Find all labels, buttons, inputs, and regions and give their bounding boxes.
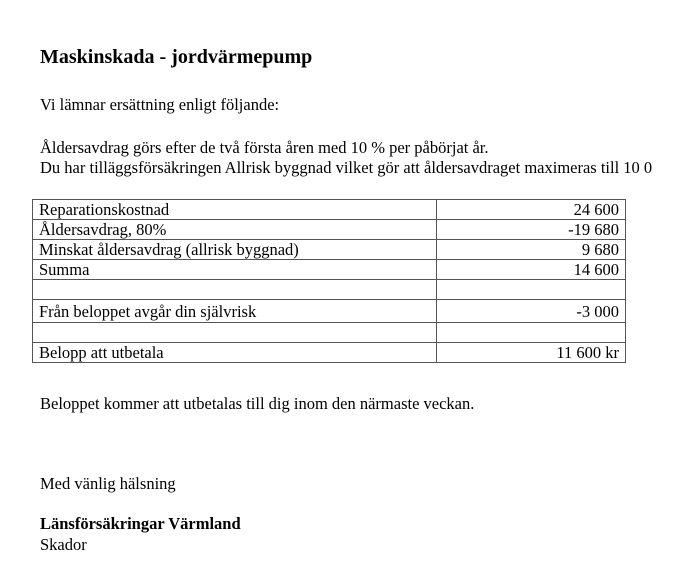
table-row-empty — [32, 279, 626, 300]
table-row-total: Belopp att utbetala 11 600 kr — [32, 342, 626, 363]
row-label — [32, 279, 437, 300]
row-value: 11 600 kr — [436, 342, 626, 363]
row-value: 9 680 — [436, 239, 626, 260]
row-label: Reparationskostnad — [32, 199, 437, 220]
row-label: Minskat åldersavdrag (allrisk byggnad) — [32, 239, 437, 260]
intro-text: Vi lämnar ersättning enligt följande: — [40, 95, 280, 114]
company-name: Länsförsäkringar Värmland — [40, 514, 241, 533]
document-title: Maskinskada - jordvärmepump — [40, 46, 313, 68]
row-label: Summa — [32, 259, 437, 280]
row-value: -19 680 — [436, 219, 626, 240]
row-label: Åldersavdrag, 80% — [32, 219, 437, 240]
row-label: Från beloppet avgår din självrisk — [32, 299, 437, 323]
table-row: Från beloppet avgår din självrisk -3 000 — [32, 299, 626, 323]
table-row-empty — [32, 322, 626, 343]
greeting: Med vänlig hälsning — [40, 474, 176, 493]
row-value: 24 600 — [436, 199, 626, 220]
table-row: Reparationskostnad 24 600 — [32, 199, 626, 220]
row-value — [436, 279, 626, 300]
row-value — [436, 322, 626, 343]
table-row: Åldersavdrag, 80% -19 680 — [32, 219, 626, 240]
row-value: 14 600 — [436, 259, 626, 280]
row-value: -3 000 — [436, 299, 626, 323]
row-label — [32, 322, 437, 343]
compensation-table: Reparationskostnad 24 600 Åldersavdrag, 8… — [32, 199, 626, 363]
allrisk-text: Du har tilläggsförsäkringen Allrisk bygg… — [40, 158, 653, 177]
table-row: Summa 14 600 — [32, 259, 626, 280]
row-label: Belopp att utbetala — [32, 342, 437, 363]
department: Skador — [40, 535, 87, 554]
table-row: Minskat åldersavdrag (allrisk byggnad) 9 … — [32, 239, 626, 260]
payment-note: Beloppet kommer att utbetalas till dig i… — [40, 394, 475, 413]
depreciation-text: Åldersavdrag görs efter de två första år… — [40, 138, 489, 157]
